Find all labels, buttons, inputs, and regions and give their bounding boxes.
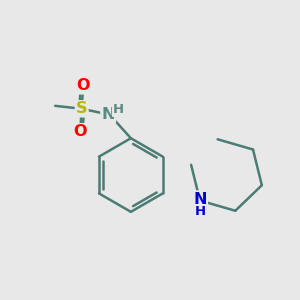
Text: O: O [76,78,90,93]
Text: O: O [74,124,87,139]
Text: H: H [113,103,124,116]
Text: S: S [76,101,87,116]
Text: H: H [194,205,206,218]
Text: N: N [193,192,207,207]
Text: N: N [101,107,115,122]
